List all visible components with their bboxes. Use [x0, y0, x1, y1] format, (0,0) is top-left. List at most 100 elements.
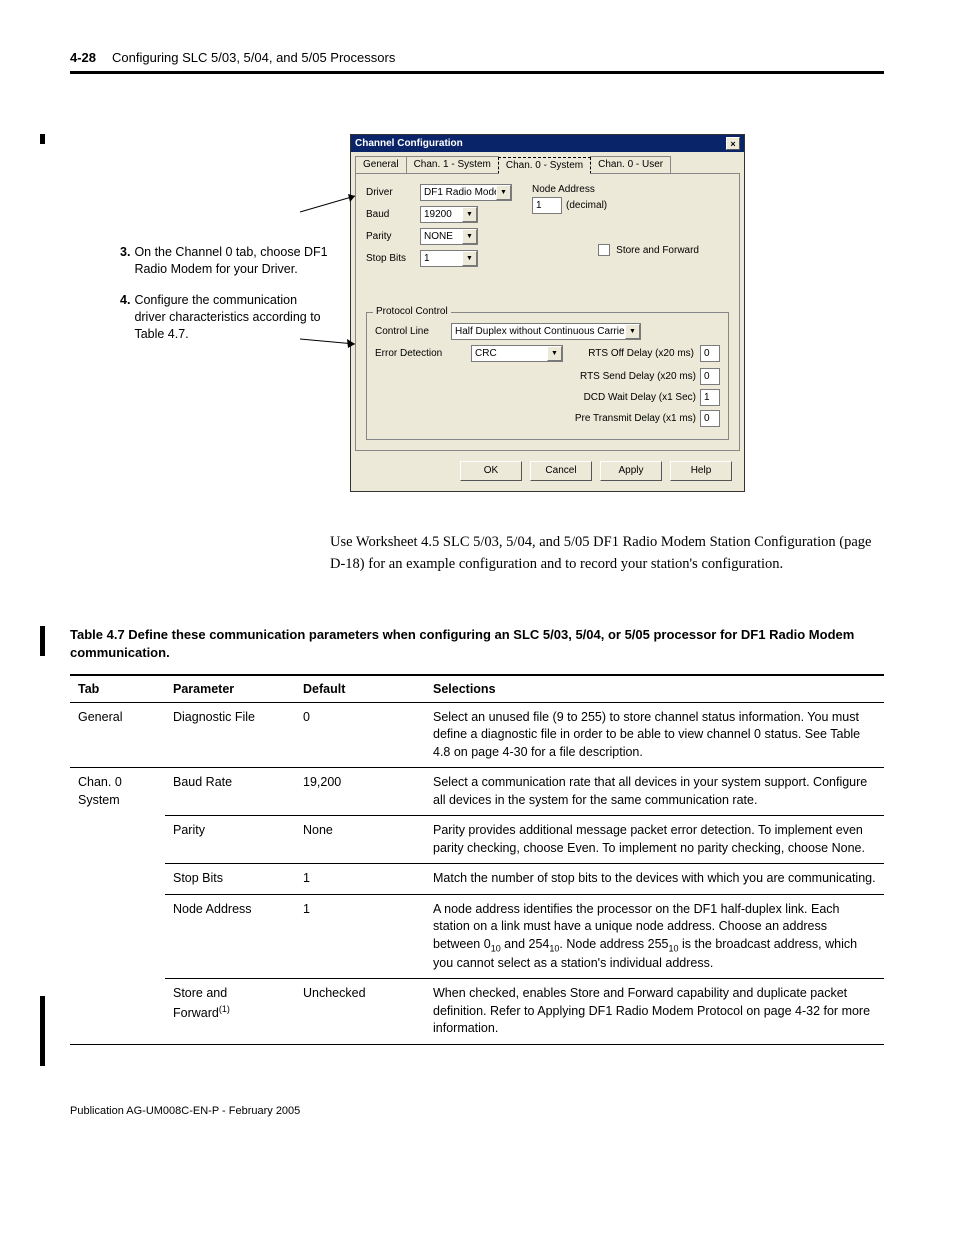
- store-forward-checkbox[interactable]: [598, 244, 610, 256]
- table-cell: General: [70, 702, 165, 768]
- tab-chan0-user[interactable]: Chan. 0 - User: [590, 156, 671, 173]
- step-number: 3.: [120, 244, 130, 278]
- dialog-titlebar: Channel Configuration ×: [351, 135, 744, 152]
- chevron-down-icon: ▼: [496, 185, 511, 200]
- th-tab: Tab: [70, 675, 165, 703]
- chevron-down-icon: ▼: [462, 251, 477, 266]
- table-row: GeneralDiagnostic File0Select an unused …: [70, 702, 884, 768]
- dialog-body: Driver DF1 Radio Modem▼ Baud 19200▼: [355, 173, 740, 451]
- change-bar: [40, 996, 45, 1066]
- chapter-title: Configuring SLC 5/03, 5/04, and 5/05 Pro…: [112, 50, 395, 65]
- chevron-down-icon: ▼: [462, 207, 477, 222]
- instructions: 3. On the Channel 0 tab, choose DF1 Radi…: [70, 134, 330, 492]
- stopbits-label: Stop Bits: [366, 253, 414, 264]
- cancel-button[interactable]: Cancel: [530, 461, 592, 481]
- table-row: Node Address1A node address identifies t…: [70, 894, 884, 979]
- table-cell: Node Address: [165, 894, 295, 979]
- node-address-label: Node Address: [532, 184, 729, 195]
- dialog-buttons: OK Cancel Apply Help: [351, 455, 744, 491]
- top-section: 3. On the Channel 0 tab, choose DF1 Radi…: [70, 134, 884, 492]
- chevron-down-icon: ▼: [462, 229, 477, 244]
- parameters-table: Tab Parameter Default Selections General…: [70, 674, 884, 1045]
- node-address-input[interactable]: 1: [532, 197, 562, 214]
- pre-transmit-input[interactable]: 0: [700, 410, 720, 427]
- th-selections: Selections: [425, 675, 884, 703]
- tab-chan1-system[interactable]: Chan. 1 - System: [406, 156, 499, 173]
- table-cell: Chan. 0 System: [70, 768, 165, 816]
- table-cell: When checked, enables Store and Forward …: [425, 979, 884, 1045]
- dcd-wait-label: DCD Wait Delay (x1 Sec): [584, 392, 696, 403]
- chevron-down-icon: ▼: [625, 324, 640, 339]
- table-cell: Parity provides additional message packe…: [425, 816, 884, 864]
- table-cell: 1: [295, 894, 425, 979]
- table-row: Chan. 0 SystemBaud Rate19,200Select a co…: [70, 768, 884, 816]
- table-row: Store and Forward(1)UncheckedWhen checke…: [70, 979, 884, 1045]
- control-line-combo[interactable]: Half Duplex without Continuous Carrier▼: [451, 323, 641, 340]
- apply-button[interactable]: Apply: [600, 461, 662, 481]
- tab-general[interactable]: General: [355, 156, 407, 173]
- table-cell: [70, 816, 165, 864]
- rts-off-input[interactable]: 0: [700, 345, 720, 362]
- close-icon[interactable]: ×: [726, 137, 740, 150]
- control-line-label: Control Line: [375, 326, 445, 337]
- help-button[interactable]: Help: [670, 461, 732, 481]
- table-cell: Unchecked: [295, 979, 425, 1045]
- table-cell: Baud Rate: [165, 768, 295, 816]
- table-cell: None: [295, 816, 425, 864]
- table-cell: Select an unused file (9 to 255) to stor…: [425, 702, 884, 768]
- table-row: ParityNoneParity provides additional mes…: [70, 816, 884, 864]
- table-cell: Store and Forward(1): [165, 979, 295, 1045]
- step-text: Configure the communication driver chara…: [134, 292, 330, 343]
- pre-transmit-label: Pre Transmit Delay (x1 ms): [575, 413, 696, 424]
- rts-send-input[interactable]: 0: [700, 368, 720, 385]
- table-caption: Table 4.7 Define these communication par…: [70, 626, 884, 662]
- node-address-unit: (decimal): [566, 200, 607, 211]
- change-bar: [40, 134, 45, 144]
- driver-label: Driver: [366, 187, 414, 198]
- dialog-wrapper: Channel Configuration × General Chan. 1 …: [350, 134, 884, 492]
- parity-label: Parity: [366, 231, 414, 242]
- th-parameter: Parameter: [165, 675, 295, 703]
- table-cell: Match the number of stop bits to the dev…: [425, 864, 884, 895]
- baud-combo[interactable]: 19200▼: [420, 206, 478, 223]
- table-cell: Stop Bits: [165, 864, 295, 895]
- rts-send-label: RTS Send Delay (x20 ms): [580, 371, 696, 382]
- table-cell: Parity: [165, 816, 295, 864]
- change-bar: [40, 626, 45, 656]
- channel-configuration-dialog: Channel Configuration × General Chan. 1 …: [350, 134, 745, 492]
- ok-button[interactable]: OK: [460, 461, 522, 481]
- body-paragraph: Use Worksheet 4.5 SLC 5/03, 5/04, and 5/…: [330, 532, 884, 576]
- table-cell: [70, 979, 165, 1045]
- table-cell: [70, 894, 165, 979]
- error-detection-combo[interactable]: CRC▼: [471, 345, 563, 362]
- protocol-legend: Protocol Control: [373, 306, 451, 317]
- table-cell: [70, 864, 165, 895]
- page-footer: Publication AG-UM008C-EN-P - February 20…: [70, 1105, 884, 1117]
- baud-label: Baud: [366, 209, 414, 220]
- protocol-control-group: Protocol Control Control Line Half Duple…: [366, 312, 729, 440]
- stopbits-combo[interactable]: 1▼: [420, 250, 478, 267]
- table-cell: A node address identifies the processor …: [425, 894, 884, 979]
- dialog-title: Channel Configuration: [355, 138, 463, 149]
- table-cell: 1: [295, 864, 425, 895]
- step-number: 4.: [120, 292, 130, 343]
- table-cell: Select a communication rate that all dev…: [425, 768, 884, 816]
- table-cell: 0: [295, 702, 425, 768]
- tab-row: General Chan. 1 - System Chan. 0 - Syste…: [351, 152, 744, 173]
- parity-combo[interactable]: NONE▼: [420, 228, 478, 245]
- instruction-4: 4. Configure the communication driver ch…: [120, 292, 330, 343]
- chevron-down-icon: ▼: [547, 346, 562, 361]
- driver-combo[interactable]: DF1 Radio Modem▼: [420, 184, 512, 201]
- tab-chan0-system[interactable]: Chan. 0 - System: [498, 157, 591, 174]
- error-detection-label: Error Detection: [375, 348, 445, 359]
- page-header: 4-28 Configuring SLC 5/03, 5/04, and 5/0…: [70, 50, 884, 74]
- step-text: On the Channel 0 tab, choose DF1 Radio M…: [134, 244, 330, 278]
- table-row: Stop Bits1Match the number of stop bits …: [70, 864, 884, 895]
- th-default: Default: [295, 675, 425, 703]
- instruction-3: 3. On the Channel 0 tab, choose DF1 Radi…: [120, 244, 330, 278]
- page-number: 4-28: [70, 50, 96, 65]
- table-cell: 19,200: [295, 768, 425, 816]
- dcd-wait-input[interactable]: 1: [700, 389, 720, 406]
- table-cell: Diagnostic File: [165, 702, 295, 768]
- rts-off-label: RTS Off Delay (x20 ms): [588, 348, 694, 359]
